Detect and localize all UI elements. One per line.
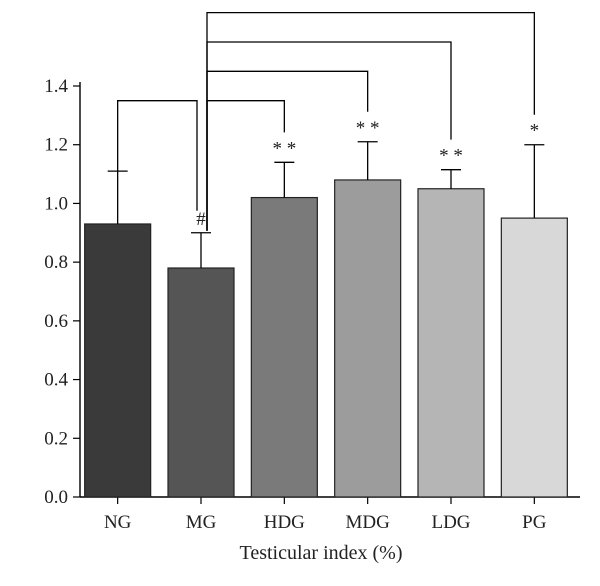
x-tick-label: LDG — [431, 512, 470, 533]
x-axis-label: Testicular index (%) — [240, 542, 403, 564]
bar-mg — [167, 267, 235, 498]
bar-ldg — [417, 188, 485, 498]
comparison-bracket — [206, 11, 535, 231]
comparison-bracket — [117, 100, 198, 211]
significance-marker: * — [530, 121, 540, 142]
significance-marker: * * — [272, 138, 296, 159]
bar-ng — [84, 223, 152, 498]
y-tick-label: 1.0 — [44, 193, 68, 214]
y-tick-label: 0.8 — [44, 252, 68, 273]
y-tick-label: 0.0 — [44, 487, 68, 508]
y-tick-label: 1.4 — [44, 76, 68, 97]
y-axis: 0.0 0.2 0.4 0.6 0.8 1.0 1.2 1.4 — [44, 76, 81, 508]
comparison-bracket — [206, 41, 452, 231]
significance-markers: # * * * * * * * — [196, 118, 539, 230]
bar-pg — [500, 217, 568, 498]
x-axis: NG MG HDG MDG LDG PG — [80, 496, 580, 533]
x-tick-label: MDG — [345, 512, 390, 533]
x-tick-label: NG — [104, 512, 132, 533]
y-tick-label: 0.6 — [44, 311, 68, 332]
significance-marker: * * — [356, 118, 380, 139]
y-tick-label: 0.2 — [44, 428, 68, 449]
bar-mdg — [334, 179, 402, 498]
x-tick-label: HDG — [264, 512, 305, 533]
y-tick-label: 0.4 — [44, 370, 68, 391]
bar-hdg — [250, 196, 318, 498]
x-tick-label: PG — [522, 512, 547, 533]
comparison-brackets — [117, 11, 535, 231]
x-tick-label: MG — [186, 512, 217, 533]
bars — [84, 179, 568, 498]
y-tick-label: 1.2 — [44, 135, 68, 156]
significance-marker: * * — [439, 146, 463, 167]
significance-marker: # — [196, 209, 206, 230]
